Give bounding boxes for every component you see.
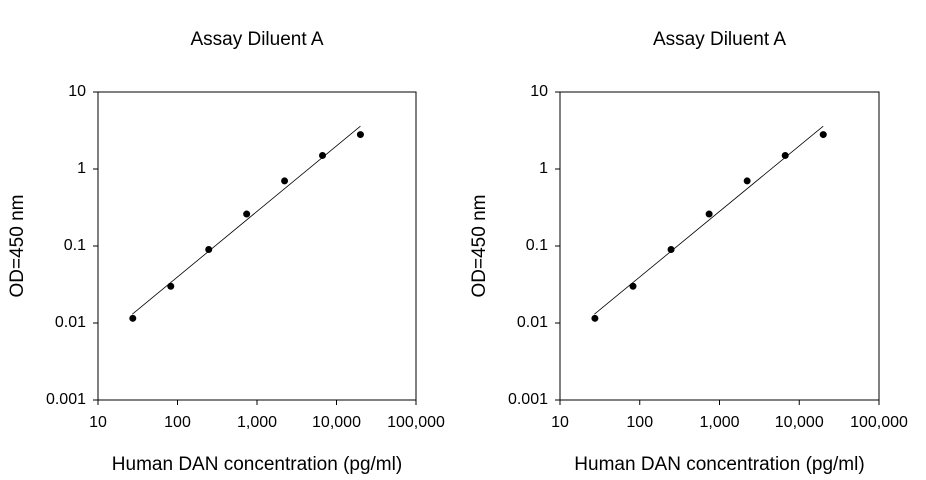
y-tick-label: 0.001 <box>46 391 86 408</box>
data-point <box>819 131 827 139</box>
y-tick-label: 1 <box>539 160 548 177</box>
data-point <box>743 177 751 185</box>
data-point <box>356 131 364 139</box>
data-point <box>781 151 789 159</box>
chart-title: Assay Diluent A <box>653 29 786 50</box>
chart-title: Assay Diluent A <box>190 29 323 50</box>
x-tick-label: 1,000 <box>237 414 277 431</box>
y-tick-label: 1 <box>77 160 86 177</box>
x-tick-label: 100,000 <box>387 414 445 431</box>
y-tick-label: 0.001 <box>508 391 548 408</box>
x-tick-label: 100,000 <box>850 414 908 431</box>
y-tick-label: 10 <box>530 83 548 100</box>
x-axis-label: Human DAN concentration (pg/ml) <box>112 454 402 475</box>
plot-frame <box>97 91 417 401</box>
data-point <box>205 246 213 254</box>
y-tick-label: 10 <box>68 83 86 100</box>
y-tick-label: 0.01 <box>55 314 86 331</box>
y-tick-label: 0.1 <box>526 237 548 254</box>
data-point <box>629 282 637 290</box>
data-point <box>705 210 713 218</box>
x-tick-label: 10,000 <box>775 414 824 431</box>
x-tick-label: 100 <box>626 414 653 431</box>
data-point <box>667 246 675 254</box>
data-point <box>591 314 599 322</box>
data-point <box>129 314 137 322</box>
x-tick-label: 100 <box>164 414 191 431</box>
x-axis-label: Human DAN concentration (pg/ml) <box>574 454 864 475</box>
y-axis-label: OD=450 nm <box>7 195 28 298</box>
data-point <box>281 177 289 185</box>
x-tick-label: 10 <box>551 414 569 431</box>
x-tick-label: 10,000 <box>312 414 361 431</box>
data-point <box>243 210 251 218</box>
x-tick-label: 1,000 <box>699 414 739 431</box>
plot-frame <box>559 91 880 401</box>
y-tick-label: 0.1 <box>64 237 86 254</box>
fit-line <box>132 125 361 315</box>
data-point <box>319 151 327 159</box>
y-axis-label: OD=450 nm <box>469 195 490 298</box>
fit-line <box>594 125 824 315</box>
x-tick-label: 10 <box>89 414 107 431</box>
data-point <box>167 282 175 290</box>
y-tick-label: 0.01 <box>517 314 548 331</box>
